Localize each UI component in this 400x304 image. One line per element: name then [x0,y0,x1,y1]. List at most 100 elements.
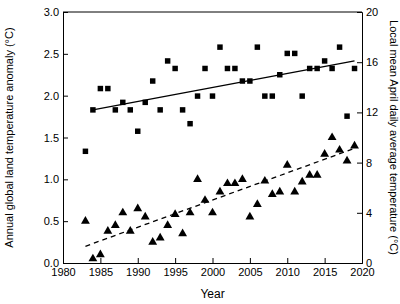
trend-line [93,61,355,110]
point [217,44,222,49]
point [322,58,327,63]
tick-label: 3.0 [44,6,59,18]
tick: 0 [357,257,372,269]
tick-mark [357,163,362,164]
frame [63,12,362,13]
point [141,212,150,220]
point [305,170,314,178]
tick: 1995 [163,258,187,278]
point [350,141,359,149]
tick-mark [213,258,214,263]
tick: 2005 [238,258,262,278]
point [268,189,277,197]
y-axis-title: Annual global land temperature anomaly (… [3,27,15,247]
point [157,107,162,112]
point [178,229,187,237]
point [232,66,237,71]
tick-mark [357,62,362,63]
point [328,132,337,140]
tick: 2.0 [44,90,68,102]
point [96,250,105,258]
tick-label: 2.5 [44,48,59,60]
tick-label: 0.5 [44,215,59,227]
trend-line [85,148,354,246]
tick: 16 [357,56,378,68]
point [299,93,304,98]
y2-axis: 0 4 8 12 16 20 [357,6,378,269]
tick-mark [63,54,68,55]
point [335,145,344,153]
point [83,149,88,154]
point [105,86,110,91]
point [128,107,133,112]
point [210,93,215,98]
tick-mark [63,12,68,13]
tick-label: 2015 [313,266,337,278]
tick-label: 1995 [163,266,187,278]
point [344,113,349,118]
point [238,174,247,182]
point [329,66,334,71]
point [230,178,239,186]
tick-mark [357,12,362,13]
tick: 0.5 [44,215,68,227]
tick-label: 1990 [126,266,150,278]
point [187,121,192,126]
point [275,187,284,195]
tick-label: 0 [366,257,372,269]
tick-mark [63,138,68,139]
tick-mark [138,258,139,263]
point [292,51,297,56]
y-axis: 0.00.51.01.52.02.53.0 [44,6,68,269]
tick-label: 2010 [276,266,300,278]
tick-label: 0.0 [44,257,59,269]
tick-label: 4 [366,207,372,219]
axis-line [64,258,363,264]
point [320,149,329,157]
point [285,51,290,56]
point [352,66,357,71]
tick: 3.0 [44,6,68,18]
point [195,93,200,98]
x-axis-title: Year [200,287,224,301]
point [118,208,127,216]
point [150,78,155,83]
data-area [81,44,359,261]
tick-label: 8 [366,157,372,169]
tick: 2000 [201,258,225,278]
tick-label: 2000 [201,266,225,278]
point [135,128,140,133]
tick: 2015 [313,258,337,278]
point [225,66,230,71]
tick-mark [287,258,288,263]
tick-mark [63,96,68,97]
tick: 1.5 [44,132,68,144]
x-axis: 198019851990199520002005201020152020 [51,258,374,278]
point [156,233,165,241]
point [98,86,103,91]
tick-label: 1985 [89,266,113,278]
point [290,187,299,195]
point [172,66,177,71]
tick-mark [250,258,251,263]
point [343,156,352,164]
tick-mark [357,263,362,264]
tick-label: 2.0 [44,90,59,102]
point [337,44,342,49]
point [202,66,207,71]
tick-label: 12 [366,106,378,118]
point [255,44,260,49]
axis-line [357,13,363,264]
point [216,187,225,195]
plot: 1980198519901995200020052010201520200.00… [44,6,379,278]
point [270,93,275,98]
point [103,226,112,234]
point [313,170,322,178]
tick-mark [357,213,362,214]
tick-label: 2005 [238,266,262,278]
tick-mark [100,258,101,263]
tick: 20 [357,6,378,18]
tick: 4 [357,207,372,219]
point [165,58,170,63]
point [298,177,307,185]
